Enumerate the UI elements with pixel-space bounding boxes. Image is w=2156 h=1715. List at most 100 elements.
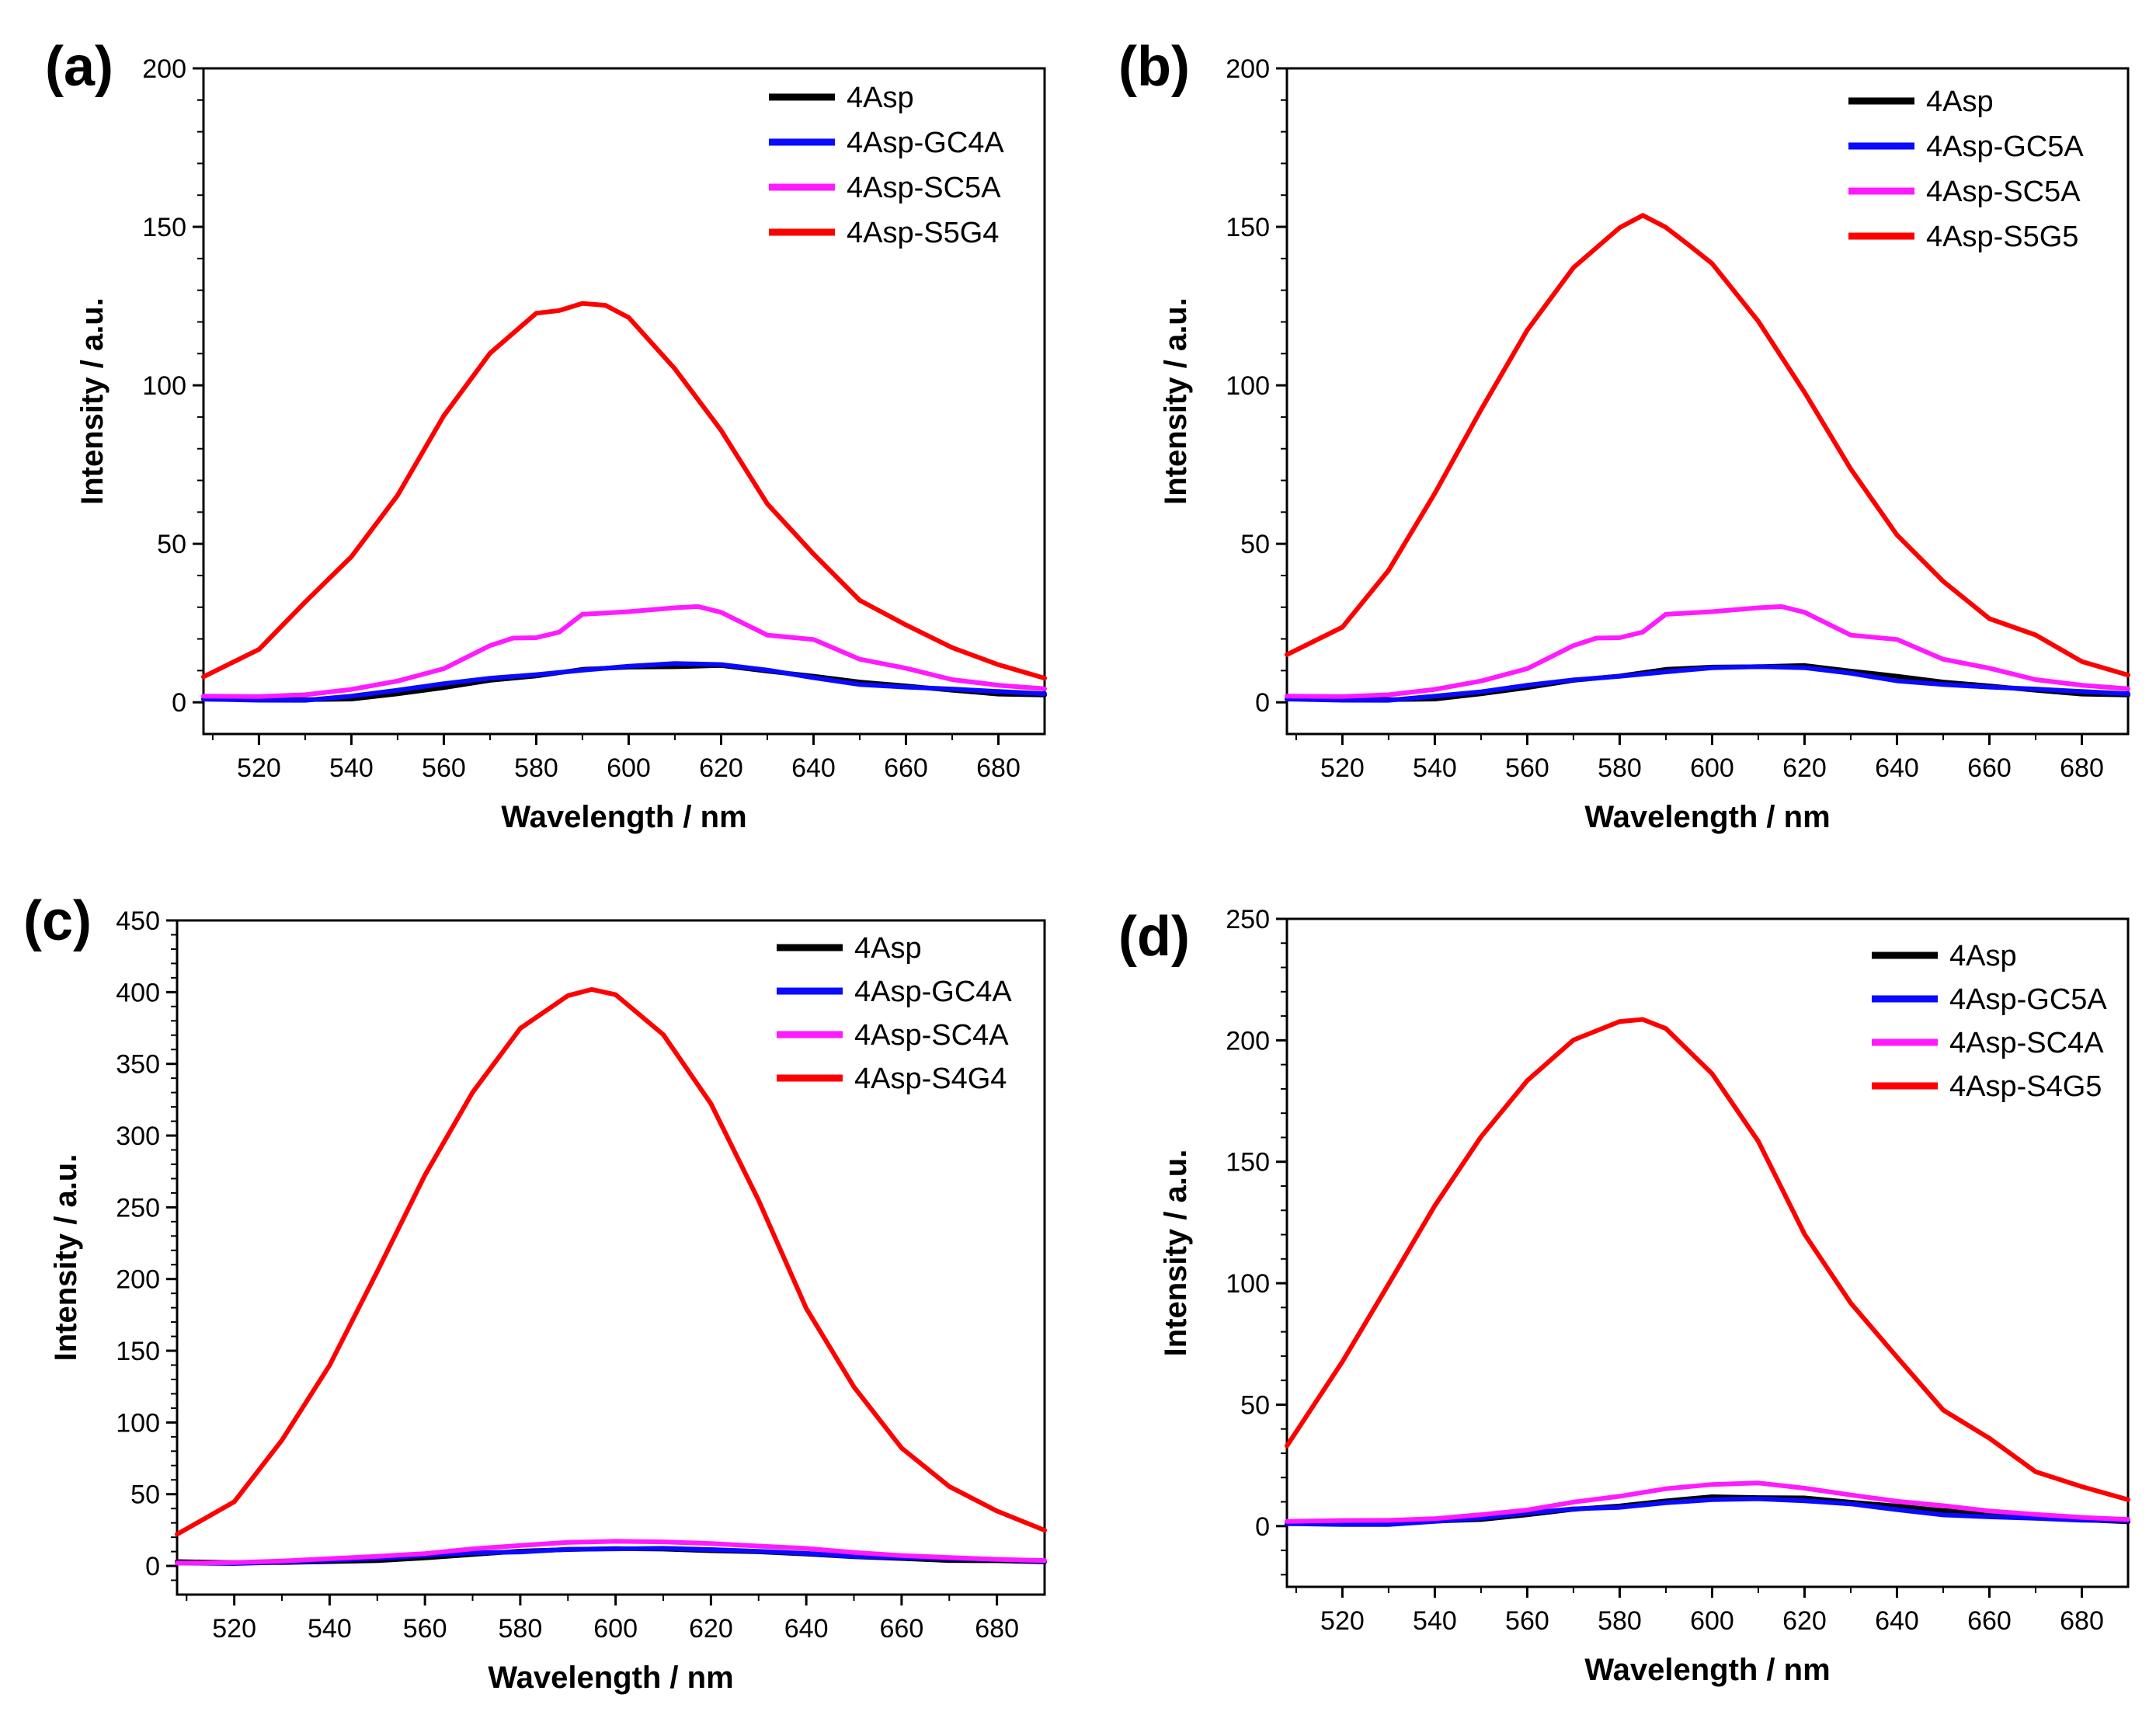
y-tick-label: 150 — [1226, 1148, 1270, 1178]
legend-label: 4Asp — [1949, 940, 2017, 972]
y-tick-label: 350 — [116, 1050, 160, 1080]
x-tick-label: 620 — [699, 753, 743, 783]
y-axis-title: Intensity / a.u. — [1159, 297, 1193, 505]
x-tick-label: 640 — [1875, 1606, 1919, 1636]
x-tick-label: 540 — [1413, 753, 1457, 783]
x-tick-label: 600 — [593, 1614, 638, 1644]
x-tick-label: 580 — [514, 753, 558, 783]
x-tick-label: 660 — [880, 1614, 924, 1644]
x-tick-label: 580 — [499, 1614, 543, 1644]
y-tick-label: 200 — [1226, 54, 1270, 84]
series-line-4asp-s5g4 — [201, 301, 1047, 681]
legend-label: 4Asp-GC5A — [1926, 130, 2084, 163]
y-tick-label: 250 — [1226, 905, 1270, 934]
legend-label: 4Asp — [847, 82, 914, 114]
x-tick-label: 640 — [784, 1614, 829, 1644]
y-axis-title: Intensity / a.u. — [75, 297, 110, 505]
y-tick-label: 50 — [130, 1480, 160, 1510]
y-axis-title: Intensity / a.u. — [49, 1154, 83, 1362]
x-tick-label: 680 — [2060, 1606, 2104, 1636]
y-tick-label: 300 — [116, 1122, 160, 1151]
legend-label: 4Asp-GC5A — [1949, 983, 2107, 1016]
chart-panel-b: 520 540 560 580 600 620 640 660 680 0 50 100 150 200 W… — [1118, 36, 2130, 834]
series-line-4asp-sc4a — [175, 1539, 1047, 1566]
plot-frame — [1285, 917, 2130, 1588]
y-tick-label: 0 — [145, 1552, 160, 1581]
series-line-4asp-gc5a — [1285, 664, 2130, 703]
x-tick-label: 680 — [976, 753, 1021, 783]
x-axis-title: Wavelength / nm — [501, 800, 746, 834]
plot-frame — [1285, 67, 2130, 736]
x-tick-label: 600 — [1690, 1606, 1734, 1636]
panel-label: (d) — [1118, 906, 1190, 968]
y-tick-label: 0 — [1255, 688, 1270, 718]
x-tick-label: 600 — [607, 753, 651, 783]
y-tick-label: 150 — [116, 1337, 160, 1366]
x-tick-label: 660 — [1967, 1606, 2012, 1636]
legend-label: 4Asp-SC5A — [847, 172, 1001, 204]
x-tick-label: 640 — [791, 753, 836, 783]
legend-label: 4Asp-SC5A — [1926, 176, 2081, 208]
legend-label: 4Asp-S5G5 — [1926, 221, 2078, 253]
legend-label: 4Asp — [1926, 85, 1994, 118]
x-axis-title: Wavelength / nm — [1584, 1653, 1830, 1687]
chart-panel-d: 520 540 560 580 600 620 640 660 680 0 50 100 150 200 2… — [1118, 905, 2130, 1687]
series-line-4asp-s5g5 — [1285, 213, 2130, 678]
series-line-4asp-gc4a — [201, 661, 1047, 703]
y-tick-label: 100 — [142, 371, 186, 401]
y-tick-label: 0 — [1255, 1512, 1270, 1542]
y-tick-label: 100 — [1226, 1269, 1270, 1299]
x-tick-label: 680 — [975, 1614, 1019, 1644]
y-axis-title: Intensity / a.u. — [1159, 1150, 1193, 1357]
x-tick-label: 560 — [422, 753, 466, 783]
plot-frame — [176, 919, 1046, 1596]
x-tick-label: 660 — [1967, 753, 2012, 783]
y-tick-label: 150 — [1226, 213, 1270, 242]
legend-label: 4Asp-SC4A — [1949, 1027, 2104, 1059]
x-tick-label: 540 — [308, 1614, 352, 1644]
legend-label: 4Asp — [854, 932, 922, 965]
x-tick-label: 560 — [1505, 753, 1549, 783]
panel-label: (b) — [1118, 36, 1190, 98]
legend-label: 4Asp-S4G4 — [854, 1063, 1007, 1095]
x-tick-label: 580 — [1598, 1606, 1642, 1636]
y-tick-label: 100 — [116, 1408, 160, 1438]
legend-label: 4Asp-S5G4 — [847, 217, 999, 249]
series-line-4asp-gc5a — [1285, 1496, 2130, 1527]
x-tick-label: 560 — [403, 1614, 447, 1644]
series-line-4asp-s4g4 — [175, 986, 1047, 1537]
x-tick-label: 620 — [1782, 1606, 1827, 1636]
y-tick-label: 150 — [142, 213, 186, 242]
x-tick-label: 580 — [1598, 753, 1642, 783]
x-tick-label: 540 — [329, 753, 374, 783]
x-tick-label: 620 — [689, 1614, 733, 1644]
x-tick-label: 640 — [1875, 753, 1919, 783]
chart-panel-a: 520 540 560 580 600 620 640 660 680 0 50 100 150 200 W… — [45, 36, 1047, 834]
panel-label: (a) — [45, 36, 113, 98]
y-tick-label: 450 — [116, 906, 160, 936]
x-tick-label: 540 — [1413, 1606, 1457, 1636]
y-tick-label: 200 — [116, 1265, 160, 1295]
chart-panel-c: 520 540 560 580 600 620 640 660 680 0 50 100 150 200 2… — [23, 890, 1047, 1695]
legend-label: 4Asp-SC4A — [854, 1019, 1009, 1052]
x-axis-title: Wavelength / nm — [1584, 800, 1830, 834]
x-tick-label: 600 — [1690, 753, 1734, 783]
x-tick-label: 560 — [1505, 1606, 1549, 1636]
y-tick-label: 250 — [116, 1193, 160, 1223]
x-tick-label: 680 — [2060, 753, 2104, 783]
x-axis-title: Wavelength / nm — [488, 1661, 733, 1695]
x-tick-label: 660 — [884, 753, 928, 783]
y-tick-label: 50 — [1240, 1390, 1270, 1420]
legend-label: 4Asp-S4G5 — [1949, 1070, 2102, 1103]
series-line-4asp-sc5a — [201, 604, 1047, 699]
series-line-4asp-sc5a — [1285, 604, 2130, 699]
y-tick-label: 50 — [1240, 530, 1270, 559]
y-tick-label: 400 — [116, 978, 160, 1007]
series-line-4asp-sc4a — [1285, 1480, 2130, 1524]
x-tick-label: 520 — [237, 753, 281, 783]
x-tick-label: 520 — [212, 1614, 256, 1644]
y-tick-label: 200 — [142, 54, 186, 84]
y-tick-label: 100 — [1226, 371, 1270, 401]
y-tick-label: 200 — [1226, 1026, 1270, 1056]
series-line-4asp-s4g5 — [1285, 1017, 2130, 1502]
